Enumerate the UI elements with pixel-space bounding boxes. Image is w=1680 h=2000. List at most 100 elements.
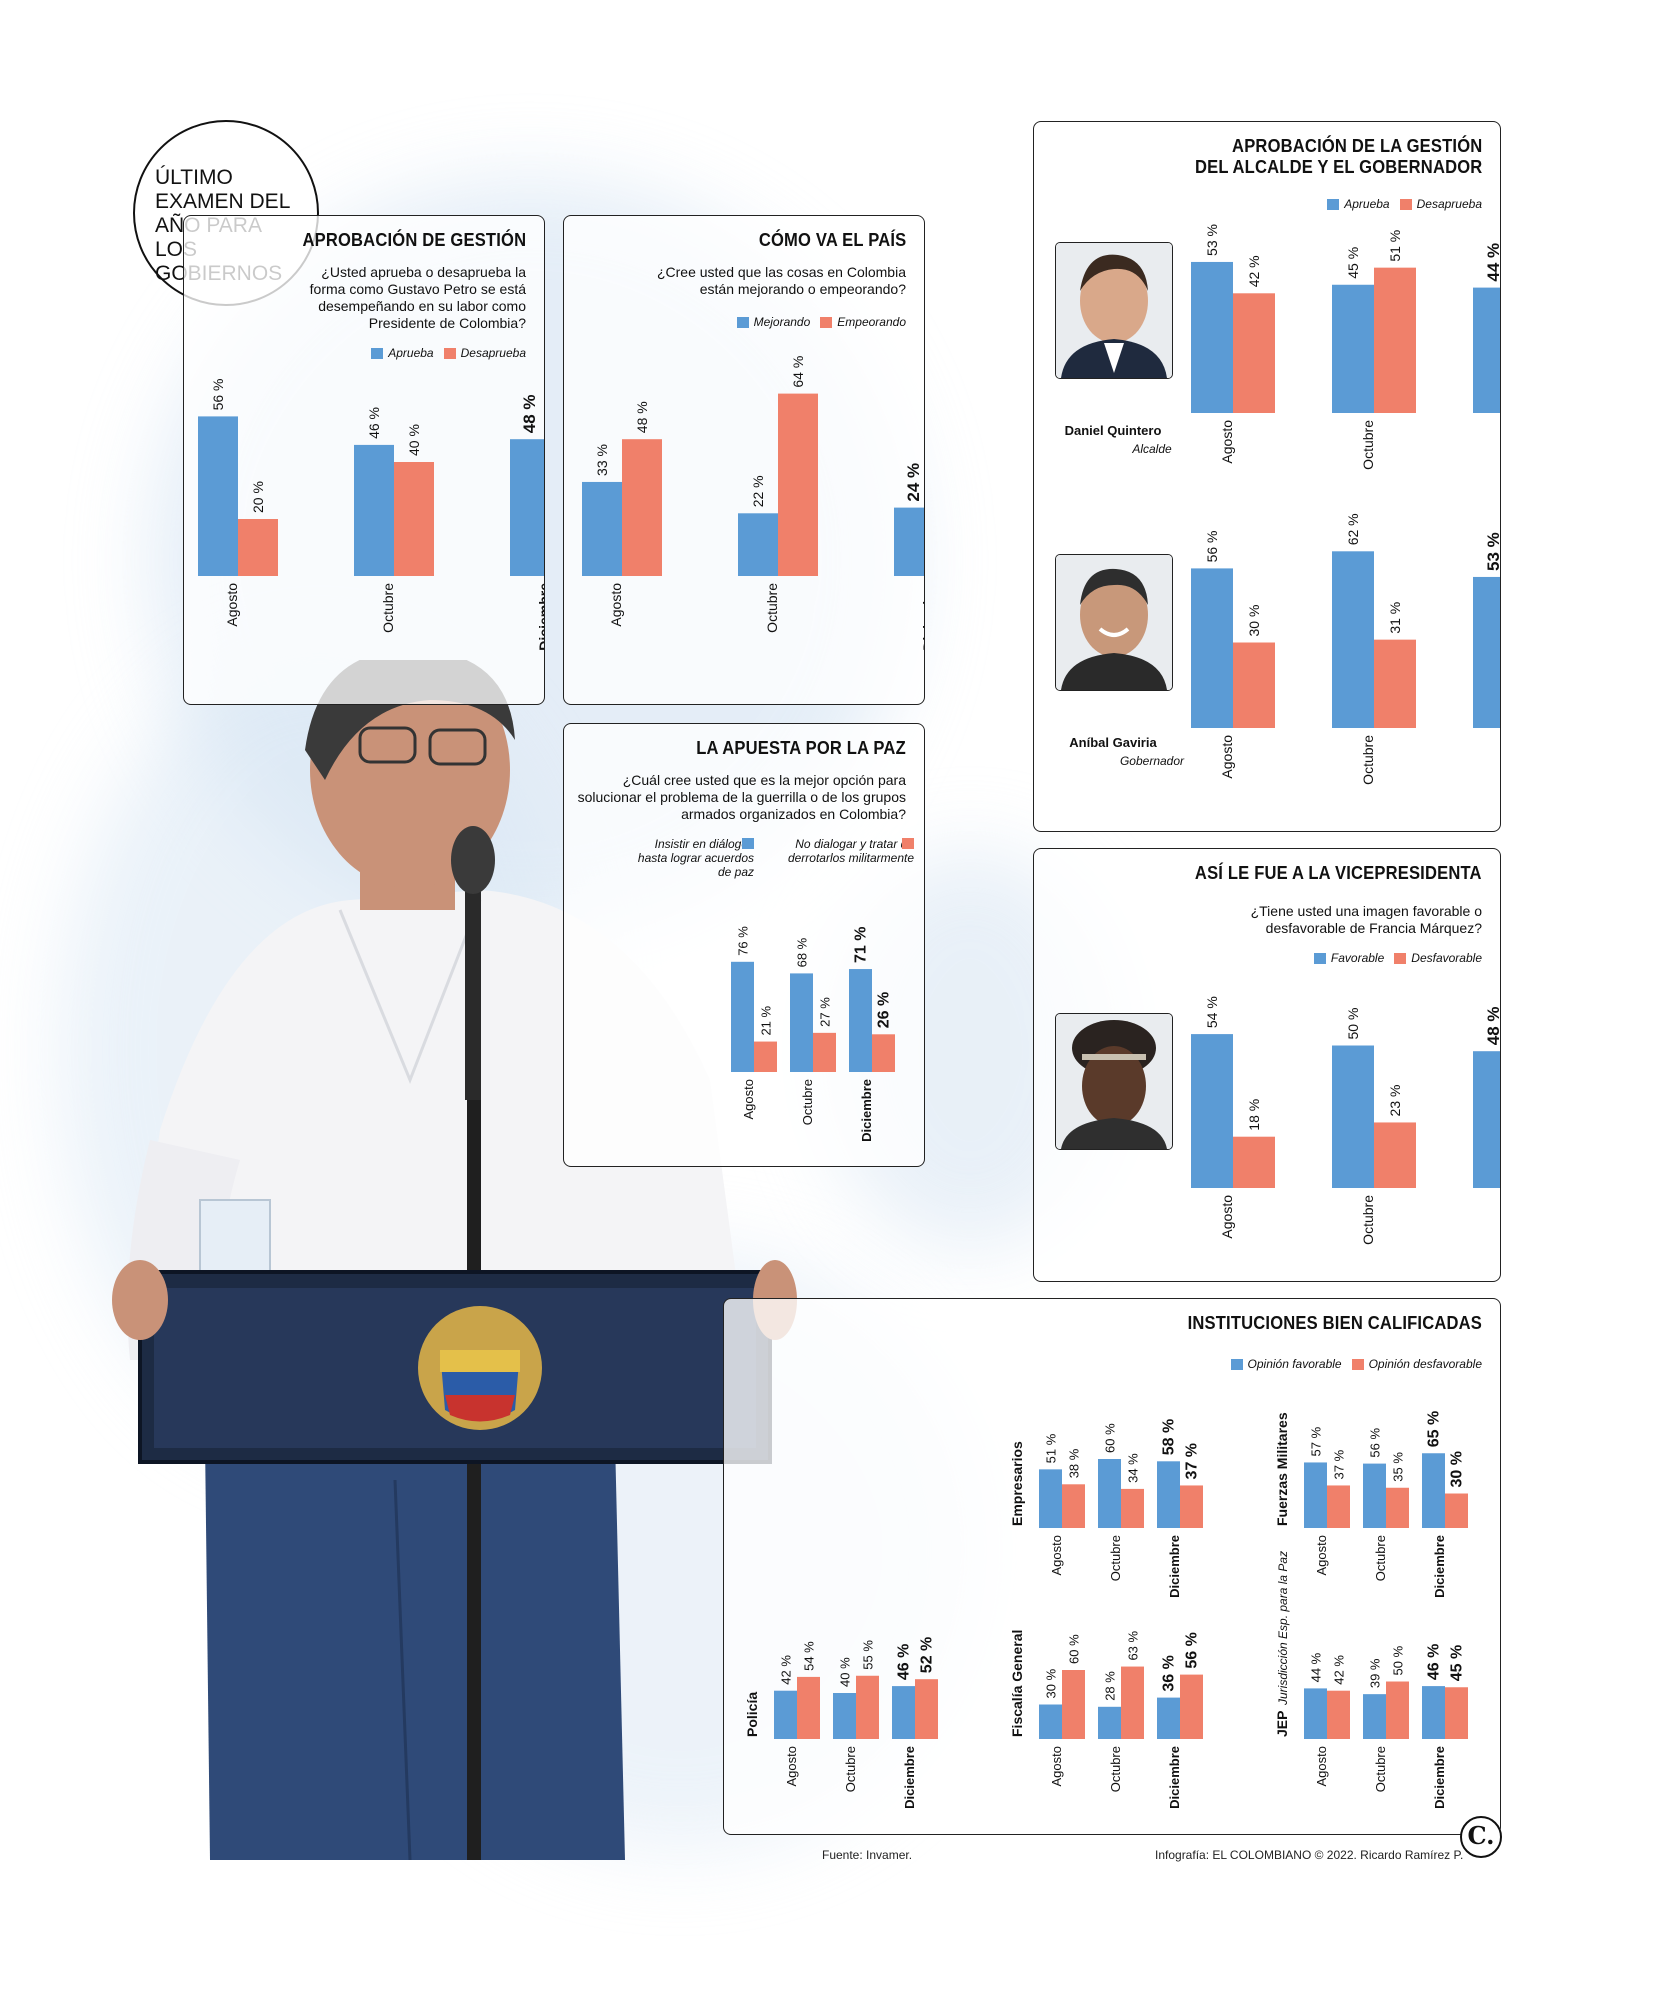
data-label: 52 % [919,1637,936,1673]
bar-octubre-b [1121,1488,1144,1528]
data-label: 38 % [1067,1448,1082,1478]
data-label: 44 % [1309,1652,1324,1682]
data-label: 51 % [1044,1433,1059,1463]
category-label: Agosto [741,1079,756,1119]
bar-octubre-b [778,393,818,576]
bar-octubre-b [1374,267,1416,413]
data-label: 71 % [853,927,870,963]
bar-octubre-b [1121,1666,1144,1739]
data-label: 20 % [250,481,266,513]
data-label: 76 % [736,926,751,956]
bar-diciembre-a [1473,1051,1500,1188]
data-label: 57 % [1309,1426,1324,1456]
data-label: 42 % [1246,255,1262,287]
bar-agosto-a [198,416,238,576]
panel-alcalde-gobernador: APROBACIÓN DE LA GESTIÓN DEL ALCALDE Y E… [1033,121,1501,832]
institution-label: Fuerzas Militares [1274,1412,1290,1526]
bar-agosto-a [774,1690,797,1739]
data-label: 36 % [1161,1655,1178,1691]
legend-item-desfavorable: Desfavorable [1394,951,1482,965]
panel-como-va-el-pais: CÓMO VA EL PAÍS ¿Cree usted que las cosa… [563,215,925,705]
chart-legend: Opinión favorable Opinión desfavorable [1230,1357,1482,1371]
data-label: 40 % [406,424,422,456]
data-label: 28 % [1103,1671,1118,1701]
data-label: 30 % [1246,605,1262,637]
category-label: Octubre [800,1079,815,1125]
bar-diciembre-b [1180,1674,1203,1739]
category-label: Agosto [1049,1746,1064,1786]
category-label: Octubre [380,583,396,633]
data-label: 68 % [795,937,810,967]
chart-apuesta-por-la-paz: 76 % 21 % Agosto 68 % 27 % Octubre 71 % 26 % Dic… [731,926,895,1142]
bar-agosto-b [1327,1485,1350,1528]
bar-diciembre-a [1157,1461,1180,1528]
survey-question: ¿Cuál cree usted que es la mejor opción … [577,772,906,822]
data-label: 35 % [1391,1452,1406,1482]
category-label: Octubre [843,1746,858,1792]
legend-item-mejorando: Mejorando [736,315,810,329]
legend-item-no-dialogar: No dialogar y tratar de derrotarlos mili… [787,837,914,865]
bar-octubre-a [1363,1463,1386,1528]
bar-diciembre-b [1445,1493,1468,1528]
bar-agosto-b [238,519,278,576]
bar-octubre-b [1386,1681,1409,1739]
data-label: 37 % [1184,1443,1201,1479]
survey-question: ¿Usted aprueba o desaprueba la forma com… [309,264,526,331]
data-label: 62 % [1345,513,1361,545]
category-label: Octubre [1108,1535,1123,1581]
panel-aprobacion-gestion: APROBACIÓN DE GESTIÓN ¿Usted aprueba o d… [183,215,545,705]
bar-diciembre-b [872,1034,895,1072]
bar-octubre-b [813,1032,836,1072]
category-label: Diciembre [1167,1746,1182,1809]
bar-agosto-b [1327,1690,1350,1739]
bar-diciembre-a [892,1686,915,1739]
bar-octubre-a [1363,1694,1386,1739]
data-label: 56 % [210,378,226,410]
category-label: Diciembre [1432,1535,1447,1598]
bar-agosto-a [1304,1462,1327,1528]
bar-diciembre-a [510,439,544,576]
category-label: Agosto [1314,1746,1329,1786]
bar-agosto-a [1191,568,1233,728]
institution-label: Policía [744,1692,760,1737]
category-label: Octubre [1373,1535,1388,1581]
chart-fuerzas-militares: 57 % 37 % Agosto 56 % 35 % Octubre 65 % 30 % Dic… [1274,1411,1468,1598]
bar-agosto-b [797,1676,820,1739]
legend-item-desaprueba: Desaprueba [443,346,526,360]
institution-label: JEP [1274,1711,1290,1737]
category-label: Agosto [1219,420,1235,464]
survey-question: ¿Tiene usted una imagen favorable o desf… [1250,903,1482,936]
panel-title: APROBACIÓN DE GESTIÓN [302,230,526,250]
category-label: Octubre [1360,735,1376,785]
data-label: 65 % [1426,1411,1443,1447]
bar-agosto-b [1062,1670,1085,1739]
legend-item-empeorando: Empeorando [820,315,906,329]
category-label: Diciembre [536,583,544,651]
data-label: 40 % [838,1657,853,1687]
bar-octubre-a [1332,284,1374,413]
category-label: Diciembre [920,583,924,651]
data-label: 55 % [861,1640,876,1670]
data-label: 46 % [366,407,382,439]
data-label: 45 % [1345,247,1361,279]
panel-vicepresidenta: ASÍ LE FUE A LA VICEPRESIDENTA ¿Tiene us… [1033,848,1501,1282]
bar-octubre-a [354,444,394,576]
panel-apuesta-por-la-paz: LA APUESTA POR LA PAZ ¿Cuál cree usted q… [563,723,925,1167]
data-label: 21 % [759,1005,774,1035]
chart-empresarios: 51 % 38 % Agosto 60 % 34 % Octubre 58 % 37 % Dic… [1009,1419,1203,1598]
bar-diciembre-a [1157,1697,1180,1739]
category-label: Diciembre [902,1746,917,1809]
data-label: 24 % [904,463,923,502]
bar-diciembre-a [894,507,924,576]
data-label: 48 % [520,394,539,433]
bar-diciembre-b [1180,1485,1203,1528]
data-label: 46 % [896,1644,913,1680]
legend-item-desfavorable: Opinión desfavorable [1351,1357,1482,1371]
bar-octubre-a [1098,1459,1121,1528]
data-label: 54 % [1204,996,1220,1028]
legend-item-favorable: Opinión favorable [1230,1357,1342,1371]
